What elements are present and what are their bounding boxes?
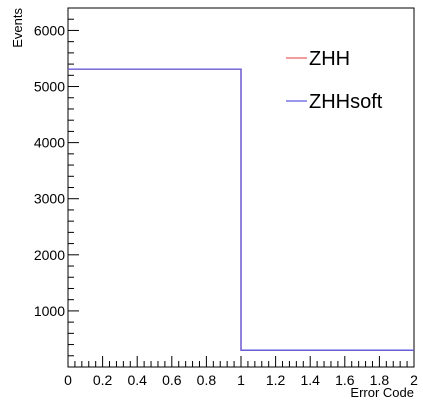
legend-label-zhh: ZHH [309,48,350,70]
y-tick-label: 1000 [34,303,65,319]
x-tick-label: 2 [410,372,418,388]
legend-label-zhhsoft: ZHHsoft [309,91,383,113]
y-tick-label: 6000 [34,22,65,38]
x-tick-label: 0 [64,372,72,388]
y-tick-label: 4000 [34,135,65,151]
tick-labels-layer: 0 0.2 0.4 0.6 0.8 1 1.2 1.4 1.6 1.8 2 1000 2000 3000 4… [34,22,418,388]
x-tick-label: 1.6 [335,372,355,388]
legend: ZHH ZHHsoft [286,48,383,113]
x-tick-label: 1 [237,372,245,388]
x-tick-label: 0.2 [93,372,113,388]
y-tick-label: 3000 [34,191,65,207]
x-tick-label: 0.8 [197,372,217,388]
y-tick-label: 5000 [34,79,65,95]
x-tick-label: 1.4 [300,372,320,388]
x-tick-label: 0.4 [127,372,147,388]
axis-ticks-layer [67,7,415,368]
histogram-series-zhhsoft [68,68,414,351]
x-axis-label: Error Code [350,385,414,400]
x-tick-label: 1.2 [266,372,286,388]
y-axis-label: Events [10,8,25,48]
x-tick-label: 1.8 [370,372,390,388]
y-tick-label: 2000 [34,247,65,263]
series-layer [68,68,414,351]
x-tick-label: 0.6 [162,372,182,388]
